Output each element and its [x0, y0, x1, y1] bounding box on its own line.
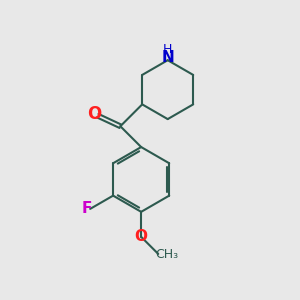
- Text: H: H: [163, 44, 172, 56]
- Text: O: O: [88, 105, 102, 123]
- Text: F: F: [81, 201, 92, 216]
- Text: CH₃: CH₃: [155, 248, 178, 261]
- Text: N: N: [161, 50, 174, 65]
- Text: O: O: [135, 230, 148, 244]
